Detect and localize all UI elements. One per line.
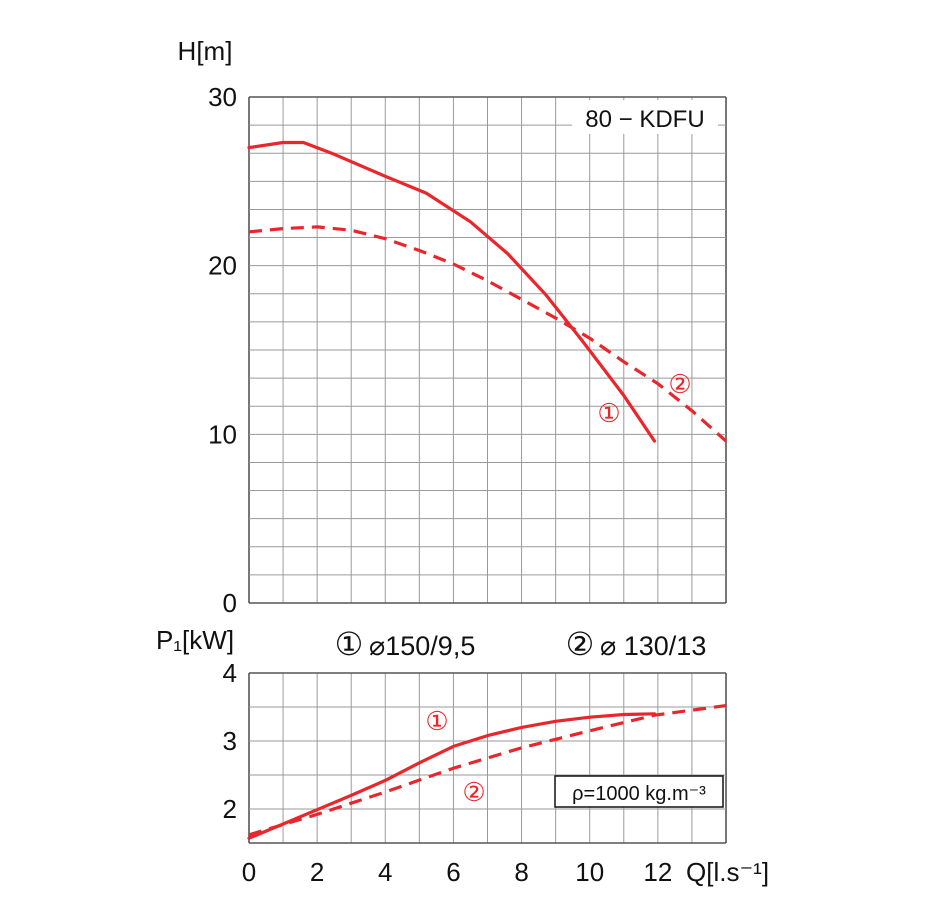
power-ticks: 4 3 2 0 2 4 6 8 10 12 (223, 658, 673, 887)
model-label: 80 − KDFU (585, 106, 704, 133)
power-x-tick-label: 8 (514, 857, 528, 887)
head-y-tick-label: 30 (208, 82, 237, 112)
head-y-tick-label: 10 (208, 419, 237, 449)
legend-text-1: ⌀150/9,5 (369, 631, 475, 661)
power-series (247, 704, 727, 840)
power-grid (248, 672, 727, 844)
power-x-tick-label: 12 (643, 857, 672, 887)
power-y-tick-label: 3 (223, 726, 237, 756)
power-x-label: Q[l.s⁻¹] (686, 857, 769, 887)
head-series-1-line (247, 140, 657, 443)
power-series-1-line (247, 712, 657, 840)
power-series-2-line (248, 704, 727, 837)
legend: ① ⌀150/9,5 ② ⌀ 130/13 (335, 626, 707, 662)
power-y-tick-label: 4 (223, 658, 237, 688)
head-chart: 30 20 10 0 H[m] 80 − KDFU ① ② (178, 36, 728, 618)
head-y-tick-label: 0 (223, 588, 237, 618)
density-annotation-box (554, 775, 724, 808)
head-curve2-marker: ② (668, 369, 691, 399)
power-y-tick-label: 2 (223, 794, 237, 824)
density-annotation: ρ=1000 kg.m⁻³ (572, 783, 706, 805)
head-y-label: H[m] (178, 36, 233, 66)
model-label-background (572, 100, 718, 134)
power-curve2-marker: ② (462, 777, 485, 807)
power-x-tick-label: 4 (378, 857, 392, 887)
power-x-tick-label: 0 (242, 857, 256, 887)
power-y-label: P₁[kW] (156, 625, 234, 655)
power-x-tick-label: 2 (310, 857, 324, 887)
legend-text-2: ⌀ 130/13 (600, 631, 706, 661)
power-chart: 4 3 2 0 2 4 6 8 10 12 P₁[kW] ρ=1000 kg.m⁻³ ① ② Q[… (156, 625, 769, 887)
power-curve1-marker: ① (425, 706, 448, 736)
head-y-ticks: 30 20 10 0 (208, 82, 237, 618)
head-grid (248, 96, 727, 604)
legend-marker-2: ② (566, 626, 595, 662)
power-x-tick-label: 10 (575, 857, 604, 887)
legend-marker-1: ① (335, 626, 364, 662)
head-y-tick-label: 20 (208, 251, 237, 281)
head-curve1-marker: ① (597, 398, 620, 428)
head-series (247, 140, 728, 443)
power-x-tick-label: 6 (446, 857, 460, 887)
